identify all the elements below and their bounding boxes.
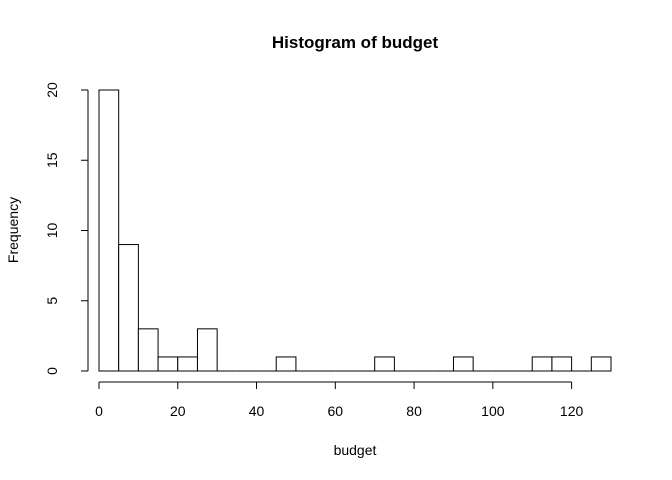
x-tick-label: 0: [95, 403, 103, 419]
chart-title: Histogram of budget: [272, 33, 439, 52]
histogram-bar: [137, 328, 159, 372]
x-tick-label: 120: [560, 403, 584, 419]
x-tick-label: 80: [406, 403, 422, 419]
histogram-bar: [531, 356, 553, 372]
y-axis: 0 5 10 15 20: [44, 82, 89, 375]
histogram-bar: [196, 328, 218, 372]
y-axis-label: Frequency: [5, 197, 21, 263]
histogram-bar: [275, 356, 297, 372]
histogram-bar: [590, 356, 612, 372]
y-tick-label: 0: [44, 367, 60, 375]
y-tick-label: 5: [44, 297, 60, 305]
y-tick-label: 10: [44, 223, 60, 239]
histogram-bar: [452, 356, 474, 372]
histogram-bar: [118, 244, 139, 372]
x-axis-label: budget: [334, 442, 377, 458]
histogram-bar: [374, 356, 395, 372]
x-tick-label: 100: [481, 403, 505, 419]
bars-group: [98, 89, 612, 372]
x-tick-label: 20: [170, 403, 186, 419]
histogram-bar: [98, 89, 120, 372]
y-tick-label: 15: [44, 152, 60, 168]
histogram-bar: [177, 356, 198, 372]
x-tick-label: 60: [328, 403, 344, 419]
x-tick-label: 40: [249, 403, 265, 419]
x-axis: 0 20 40 60 80 100 120: [95, 381, 584, 419]
y-tick-label: 20: [44, 82, 60, 98]
histogram-bar: [551, 356, 573, 372]
histogram-bar: [157, 356, 179, 372]
